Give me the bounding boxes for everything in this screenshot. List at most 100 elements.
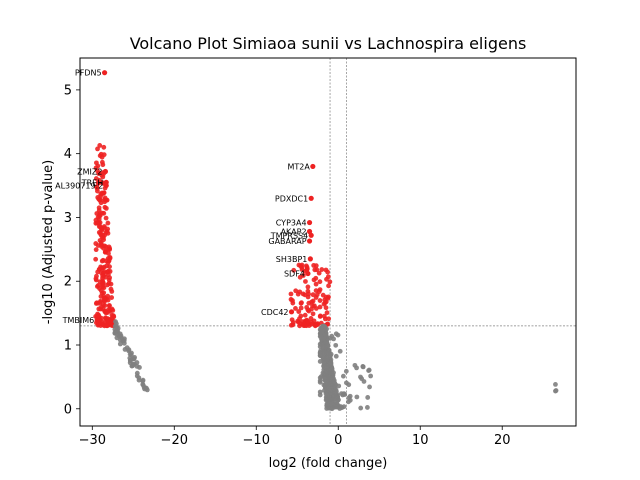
highlighted-point <box>103 182 109 189</box>
y-tick-label: 4 <box>64 147 72 162</box>
data-point <box>354 394 360 400</box>
x-tick-label: 20 <box>494 433 511 448</box>
data-point <box>298 300 304 306</box>
data-point <box>93 256 99 262</box>
data-point <box>106 277 112 283</box>
y-axis-label: -log10 (Adjusted p-value) <box>41 160 56 324</box>
axis-ticks: −30 −20 −10 0 10 20 0 1 2 3 4 5 <box>64 83 511 448</box>
data-point <box>327 381 332 387</box>
gene-label: MT2A <box>287 162 310 171</box>
data-point <box>99 234 105 240</box>
data-point <box>300 291 306 297</box>
data-point <box>316 270 322 276</box>
gene-label: AKAP2 <box>281 227 307 236</box>
gene-label: CYP3A4 <box>276 219 307 228</box>
data-point <box>115 325 121 331</box>
data-point <box>313 288 319 293</box>
data-point <box>323 305 329 311</box>
data-point <box>327 391 332 397</box>
data-point <box>118 333 124 339</box>
data-point <box>347 393 353 399</box>
data-point <box>365 405 370 410</box>
gene-label: PFDN5 <box>75 69 102 78</box>
highlighted-point <box>308 232 314 238</box>
x-tick-label: 0 <box>334 433 342 448</box>
gene-label: PDXDC1 <box>275 194 308 203</box>
data-point <box>323 299 329 305</box>
data-point <box>331 336 336 342</box>
data-point <box>101 295 107 301</box>
data-point <box>95 146 100 152</box>
data-point <box>321 355 327 361</box>
data-point <box>325 343 331 348</box>
data-point <box>327 279 333 285</box>
x-tick-label: −30 <box>79 433 106 448</box>
data-point <box>310 292 316 298</box>
y-tick-label: 3 <box>64 211 72 226</box>
data-point <box>323 391 329 397</box>
data-point <box>290 298 295 303</box>
data-point <box>105 220 111 226</box>
data-point <box>106 244 112 250</box>
data-point <box>306 291 311 297</box>
data-point <box>97 279 103 285</box>
data-point <box>106 303 112 308</box>
data-point <box>310 311 316 317</box>
gene-label: TMPRSS4 <box>270 231 308 240</box>
x-tick-label: −20 <box>161 433 188 448</box>
data-point <box>553 388 558 394</box>
data-point <box>136 377 142 383</box>
data-point <box>291 267 297 273</box>
data-point <box>339 391 344 396</box>
data-point <box>106 258 112 263</box>
highlighted-point <box>305 270 311 277</box>
data-point <box>111 313 116 319</box>
x-axis-label: log2 (fold change) <box>269 456 388 471</box>
data-point <box>304 305 310 310</box>
data-point <box>93 277 99 283</box>
highlighted-point <box>306 238 313 244</box>
data-point <box>96 205 102 211</box>
data-point <box>317 313 323 319</box>
data-point <box>305 284 311 290</box>
data-point <box>340 373 346 379</box>
data-point <box>99 258 105 264</box>
data-point <box>317 279 323 285</box>
data-point <box>317 389 323 395</box>
gene-label: ZMIZ2 <box>77 168 102 177</box>
highlighted-point <box>102 168 109 175</box>
data-point <box>99 159 105 165</box>
data-point <box>333 342 339 348</box>
data-point <box>323 369 329 375</box>
data-point <box>324 406 330 411</box>
data-point <box>93 176 99 181</box>
data-point <box>317 298 323 303</box>
data-point <box>94 184 100 190</box>
data-point <box>333 353 339 359</box>
highlighted-point <box>307 256 313 262</box>
data-point <box>97 143 103 148</box>
data-point <box>94 211 100 216</box>
gene-label: SDF4 <box>284 270 305 279</box>
data-point <box>97 266 102 272</box>
y-tick-label: 2 <box>64 275 72 290</box>
data-point <box>317 375 323 381</box>
plot-content: PFDN5 MT2A PDXDC1 CYP3A4AKAP2TMPRSS4GABARAP… <box>55 58 576 426</box>
data-point <box>326 283 331 289</box>
data-point <box>311 303 317 309</box>
highlighted-point <box>94 317 100 323</box>
y-tick-label: 0 <box>64 402 72 417</box>
data-point <box>100 302 106 308</box>
data-point <box>326 374 332 380</box>
data-point <box>137 365 142 370</box>
data-point <box>105 297 111 303</box>
data-point <box>313 281 319 287</box>
data-point <box>359 376 365 382</box>
data-point <box>94 300 100 306</box>
data-point <box>293 306 298 311</box>
data-point <box>317 341 323 347</box>
data-point <box>321 363 327 368</box>
data-point <box>96 180 101 186</box>
highlighted-point <box>288 309 295 315</box>
gene-label: CDC42 <box>261 308 289 317</box>
